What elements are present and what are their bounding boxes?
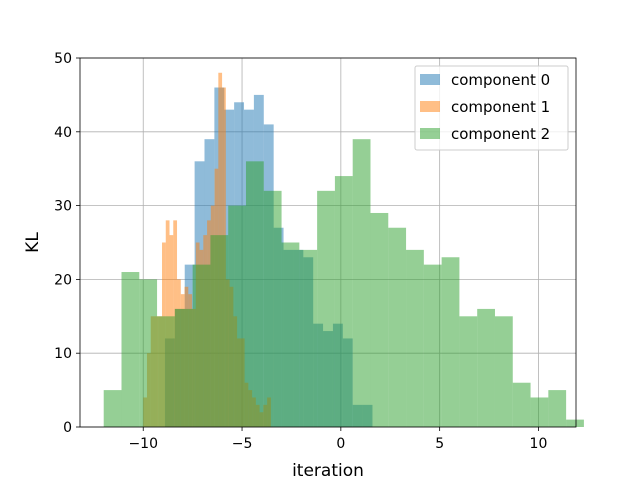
series-2-bin-10 (281, 242, 300, 427)
x-tick-label-1: −5 (232, 436, 253, 452)
series-2-bin-24 (530, 397, 549, 427)
y-tick-label-3: 30 (54, 199, 72, 215)
series-2-bin-22 (494, 316, 513, 427)
y-axis-label: KL (23, 232, 43, 253)
legend-swatch-1 (420, 101, 440, 112)
legend: component 0 component 1 component 2 (414, 65, 569, 151)
series-2-bin-18 (423, 264, 442, 427)
series-2-bin-13 (334, 176, 353, 427)
y-tick-label-4: 40 (54, 125, 72, 141)
series-2-bin-14 (352, 139, 371, 427)
series-2-bin-0 (103, 390, 122, 427)
x-tick-label-2: 0 (336, 436, 345, 452)
series-2-bin-2 (139, 279, 158, 427)
series-2-bin-3 (157, 316, 175, 427)
series-2-bin-26 (566, 419, 584, 427)
x-axis-label: iteration (292, 461, 364, 480)
legend-box (414, 65, 569, 151)
series-2-bin-8 (245, 161, 264, 427)
plot-frame (79, 57, 577, 428)
x-tick-label-3: 5 (435, 436, 444, 452)
series-2-bars (103, 139, 584, 427)
series-2-bin-1 (121, 272, 140, 427)
series-2-bin-6 (210, 235, 229, 427)
series-2-bin-5 (192, 264, 211, 427)
series-2-bin-16 (388, 227, 407, 427)
x-tick-label-0: −10 (128, 436, 158, 452)
series-2-bin-23 (512, 382, 531, 427)
legend-label-0: component 0 (451, 71, 550, 89)
x-tick-label-4: 10 (530, 436, 548, 452)
y-tick-label-0: 0 (63, 420, 72, 436)
y-tick-label-1: 10 (54, 346, 72, 362)
legend-swatch-0 (420, 74, 440, 85)
series-2-bin-17 (406, 249, 424, 427)
series-2-bin-4 (174, 308, 193, 427)
histogram-bars (103, 72, 584, 428)
series-2-bin-11 (299, 249, 318, 427)
series-2-bin-12 (317, 190, 335, 427)
axis-ticks: −10 −5 0 5 10 0 10 20 30 40 50 (54, 51, 547, 452)
series-2-bin-19 (441, 257, 460, 427)
series-2-bin-21 (477, 308, 495, 427)
series-2-bin-7 (228, 205, 246, 427)
legend-swatch-2 (420, 128, 440, 139)
y-tick-label-2: 20 (54, 272, 72, 288)
series-2-bin-25 (548, 390, 567, 427)
legend-label-1: component 1 (451, 98, 550, 116)
series-2-bin-20 (459, 316, 478, 427)
legend-label-2: component 2 (451, 125, 550, 143)
series-2-bin-15 (370, 212, 389, 427)
series-2-bin-9 (263, 190, 282, 427)
y-tick-label-5: 50 (54, 51, 72, 67)
